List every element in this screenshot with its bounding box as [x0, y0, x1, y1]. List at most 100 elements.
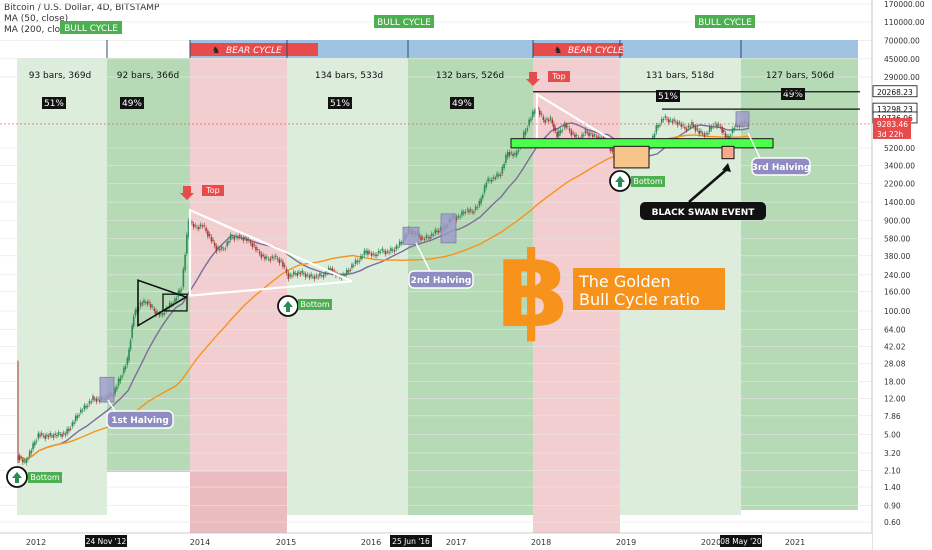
- price-tick-label: 28.08: [884, 359, 906, 368]
- candle-body: [223, 249, 225, 250]
- price-tick-label: 7.86: [884, 412, 901, 421]
- ratio-label: 49%: [452, 99, 472, 109]
- price-badge-label: 9283.46: [877, 120, 908, 129]
- candle-body: [369, 252, 371, 253]
- candle-body: [480, 198, 482, 203]
- candle-body: [725, 133, 727, 137]
- candle-body: [41, 433, 43, 435]
- price-badge-label: 20268.23: [877, 88, 913, 97]
- candle-body: [157, 312, 159, 313]
- candle-body: [688, 125, 690, 127]
- candle-body: [668, 119, 670, 122]
- candle-body: [433, 235, 435, 236]
- candle-body: [401, 242, 403, 244]
- candle-body: [374, 255, 376, 256]
- bottom-label: Bottom: [300, 300, 330, 309]
- bear-cycle-label: BEAR CYCLE: [568, 46, 624, 56]
- candle-body: [691, 122, 693, 125]
- candle-body: [66, 429, 68, 434]
- candle-body: [373, 253, 375, 254]
- candle-body: [246, 238, 248, 241]
- candle-body: [360, 256, 362, 259]
- candle-body: [181, 289, 183, 290]
- candle-body: [141, 303, 143, 304]
- candle-body: [323, 275, 325, 277]
- candle-body: [232, 237, 234, 238]
- candle-body: [264, 256, 266, 259]
- candle-body: [286, 269, 288, 273]
- candle-body: [123, 368, 125, 373]
- candle-body: [48, 436, 50, 437]
- candle-body: [300, 273, 302, 274]
- price-tick-label: 12.00: [884, 394, 906, 403]
- candle-body: [528, 120, 530, 126]
- candle-body: [284, 265, 286, 266]
- candle-body: [61, 434, 63, 436]
- candle-body: [721, 127, 723, 133]
- candle-body: [498, 175, 500, 176]
- black-swan-label: BLACK SWAN EVENT: [652, 208, 756, 218]
- candle-body: [277, 258, 279, 259]
- candle-body: [219, 249, 221, 250]
- time-axis: 2012 24 Nov '12 2014 2015 2016 25 Jun '16 2017…: [0, 533, 872, 550]
- candle-body: [275, 256, 277, 257]
- cycle-band-2: [107, 58, 190, 472]
- bull-cycle-label: BULL CYCLE: [698, 18, 752, 28]
- candle-body: [125, 366, 127, 369]
- candle-body: [436, 231, 438, 232]
- candle-body: [693, 124, 695, 126]
- bear-icon: ♞: [554, 46, 562, 56]
- candle-body: [664, 116, 666, 118]
- bottom-label: Bottom: [30, 473, 60, 482]
- candle-body: [60, 434, 62, 435]
- candle-body: [257, 249, 259, 250]
- candle-body: [282, 262, 284, 267]
- price-tick-label: 3400.00: [884, 161, 915, 170]
- candle-body: [357, 261, 359, 263]
- candle-body: [367, 251, 369, 255]
- candle-body: [309, 276, 311, 278]
- candle-body: [494, 178, 496, 179]
- bear-cycle-label: BEAR CYCLE: [226, 46, 282, 56]
- halving-zone: [100, 377, 114, 402]
- candle-body: [458, 216, 460, 217]
- candle-body: [174, 299, 176, 302]
- candle-body: [541, 114, 543, 115]
- candle-body: [399, 241, 401, 245]
- candle-body: [438, 231, 440, 233]
- bull-cycle-label: BULL CYCLE: [64, 24, 118, 34]
- candle-body: [475, 207, 477, 210]
- bars-count-label: 93 bars, 369d: [29, 71, 92, 81]
- candle-body: [193, 224, 195, 227]
- candle-body: [431, 234, 433, 237]
- candle-body: [84, 405, 86, 409]
- candle-body: [733, 128, 735, 130]
- price-tick-label: 100.00: [884, 307, 910, 316]
- candle-body: [505, 155, 507, 163]
- candle-body: [572, 133, 574, 134]
- candle-body: [544, 120, 546, 122]
- candle-body: [186, 234, 188, 253]
- candle-body: [288, 273, 290, 279]
- candle-body: [209, 234, 211, 236]
- candle-body: [241, 237, 243, 238]
- candle-body: [705, 133, 707, 134]
- candle-body: [75, 416, 77, 421]
- candle-body: [543, 117, 545, 120]
- candle-body: [484, 186, 486, 193]
- candle-body: [342, 274, 344, 276]
- candle-body: [130, 340, 132, 349]
- candle-body: [280, 260, 282, 261]
- candle-body: [679, 123, 681, 124]
- candle-body: [43, 435, 45, 436]
- candle-body: [709, 127, 711, 132]
- candle-body: [128, 349, 130, 360]
- candle-body: [235, 236, 237, 237]
- bars-count-label: 127 bars, 506d: [766, 71, 834, 81]
- candle-body: [576, 135, 578, 136]
- time-tick-label: 2019: [616, 538, 636, 547]
- candle-body: [378, 251, 380, 253]
- candle-body: [89, 401, 91, 404]
- candle-body: [596, 136, 598, 137]
